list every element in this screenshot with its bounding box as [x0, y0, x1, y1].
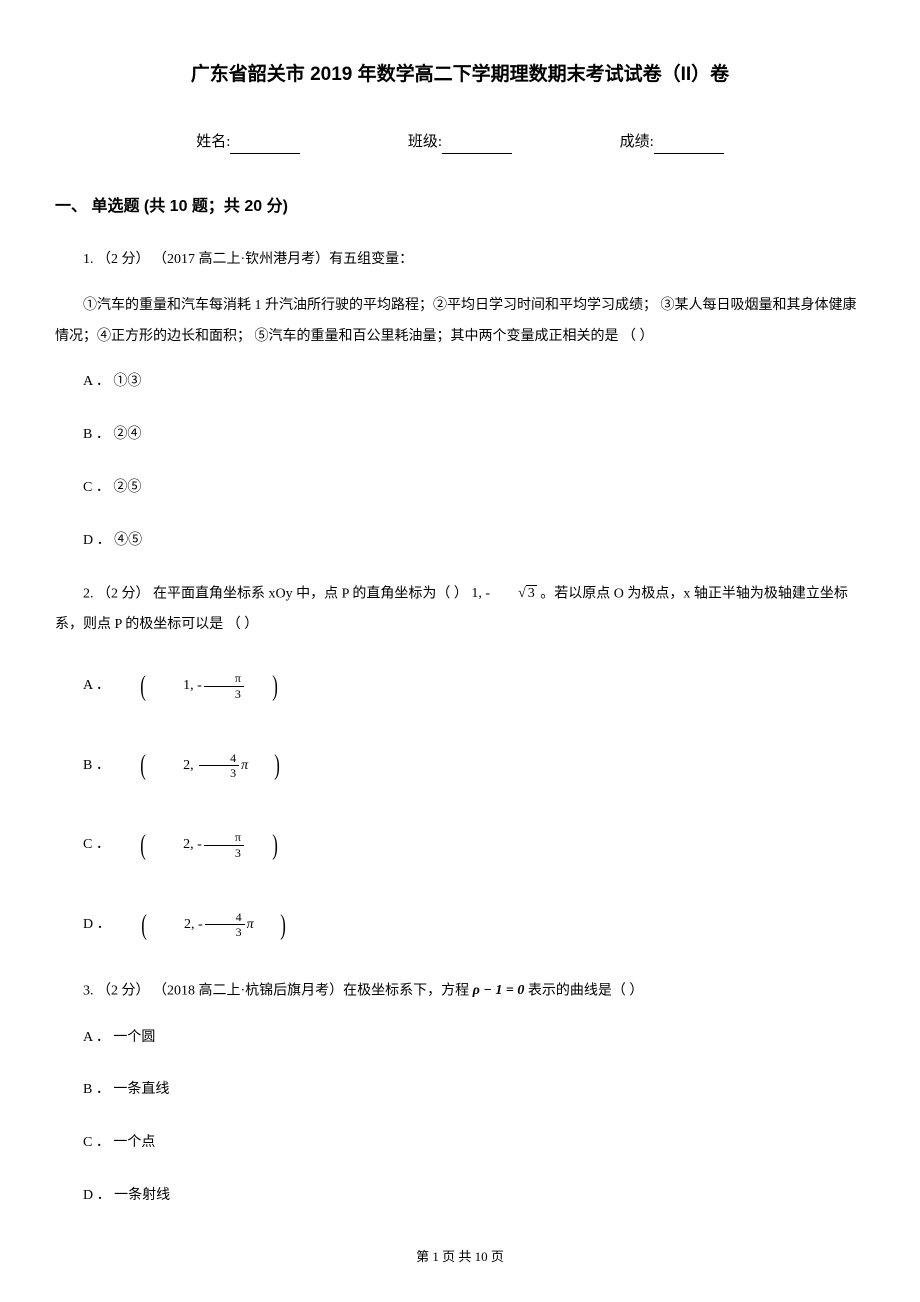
- q2-d-pi: π: [247, 917, 254, 932]
- q3-option-a: A ． 一个圆: [55, 1023, 865, 1054]
- q2-coord-text: 1, -: [471, 586, 490, 601]
- q3-prefix: 3. （2 分） （2018 高二上·杭锦后旗月考）在极坐标系下，方程: [83, 984, 473, 999]
- q2-d-formula: ( 2, -43π ): [117, 895, 293, 957]
- q2-b-pi: π: [241, 758, 248, 773]
- q2-b-fden: 3: [199, 766, 239, 780]
- class-label: 班级:: [408, 130, 442, 154]
- q2-a-n1: 1,: [183, 678, 194, 693]
- q2-c-pi: π: [204, 830, 244, 845]
- q1-option-c: C ． ②⑤: [55, 473, 865, 504]
- q3-formula: ρ − 1 = 0: [473, 983, 525, 998]
- page-title: 广东省韶关市 2019 年数学高二下学期理数期末考试试卷（II）卷: [55, 60, 865, 90]
- q2-b-fnum: 4: [199, 751, 239, 766]
- q2-c-n1: 2,: [183, 837, 194, 852]
- q2-d-label: D ．: [55, 910, 117, 941]
- name-label: 姓名:: [196, 130, 230, 154]
- q1-option-a: A ． ①③: [55, 367, 865, 398]
- question-3: 3. （2 分） （2018 高二上·杭锦后旗月考）在极坐标系下，方程 ρ − …: [55, 976, 865, 1212]
- q1-number: 1. （2 分） （2017 高二上·钦州港月考）有五组变量：: [55, 245, 865, 276]
- score-label: 成绩:: [620, 130, 654, 154]
- info-row: 姓名: 班级: 成绩:: [55, 130, 865, 154]
- question-1: 1. （2 分） （2017 高二上·钦州港月考）有五组变量： ①汽车的重量和汽…: [55, 245, 865, 557]
- q3-option-c: C ． 一个点: [55, 1128, 865, 1159]
- page-footer: 第 1 页 共 10 页: [55, 1247, 865, 1268]
- sqrt-icon: 3: [490, 579, 537, 610]
- q2-d-n1: 2,: [184, 917, 195, 932]
- q2-b-n1: 2,: [183, 758, 194, 773]
- q2-b-formula: ( 2, 43π ): [116, 735, 288, 797]
- section-title: 一、 单选题 (共 10 题；共 20 分): [55, 194, 865, 220]
- class-blank: [442, 138, 512, 154]
- q2-c-formula: ( 2, -π3 ): [116, 815, 285, 877]
- q1-option-b: B ． ②④: [55, 420, 865, 451]
- q3-number: 3. （2 分） （2018 高二上·杭锦后旗月考）在极坐标系下，方程 ρ − …: [55, 976, 865, 1007]
- q2-sqrt-val: 3: [526, 585, 537, 601]
- name-blank: [230, 138, 300, 154]
- q2-prefix: 2. （2 分） 在平面直角坐标系 xOy 中，点 P 的直角坐标为（ ）: [83, 586, 468, 601]
- question-2: 2. （2 分） 在平面直角坐标系 xOy 中，点 P 的直角坐标为（ ） 1,…: [55, 579, 865, 957]
- q2-a-label: A ．: [55, 671, 116, 702]
- q2-a-formula: ( 1, -π3 ): [116, 656, 285, 718]
- q2-b-label: B ．: [55, 751, 116, 782]
- q1-body: ①汽车的重量和汽车每消耗 1 升汽油所行驶的平均路程；②平均日学习时间和平均学习…: [55, 291, 865, 353]
- q1-option-d: D ． ④⑤: [55, 526, 865, 557]
- q3-option-d: D ． 一条射线: [55, 1181, 865, 1212]
- q2-number: 2. （2 分） 在平面直角坐标系 xOy 中，点 P 的直角坐标为（ ） 1,…: [55, 579, 865, 641]
- q2-d-fden: 3: [205, 925, 245, 939]
- q2-a-den: 3: [204, 687, 244, 701]
- q2-coord: 1, - 3: [471, 586, 540, 601]
- q2-option-c: C ． ( 2, -π3 ): [55, 815, 865, 877]
- q2-c-den: 3: [204, 846, 244, 860]
- q2-option-a: A ． ( 1, -π3 ): [55, 656, 865, 718]
- q3-option-b: B ． 一条直线: [55, 1075, 865, 1106]
- q2-option-d: D ． ( 2, -43π ): [55, 895, 865, 957]
- q2-a-pi: π: [204, 671, 244, 686]
- q2-d-fnum: 4: [205, 910, 245, 925]
- q3-suffix: 表示的曲线是（ ）: [528, 984, 644, 999]
- score-blank: [654, 138, 724, 154]
- q2-c-label: C ．: [55, 830, 116, 861]
- q2-option-b: B ． ( 2, 43π ): [55, 735, 865, 797]
